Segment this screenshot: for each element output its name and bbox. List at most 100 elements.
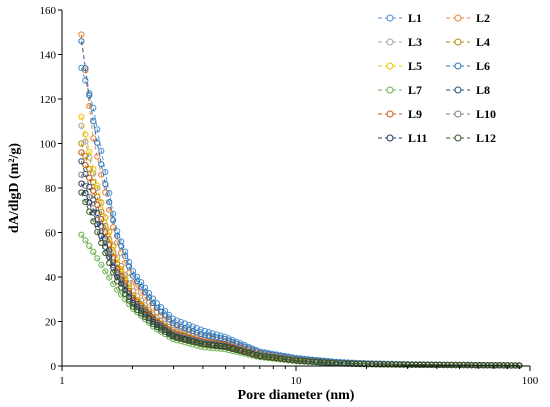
series-marker-L12 [245, 350, 252, 357]
series-marker-L12 [476, 362, 483, 369]
y-tick-label: 160 [40, 5, 57, 17]
series-marker-L10 [102, 239, 109, 246]
series-marker-L1 [94, 126, 101, 133]
series-marker-L2 [138, 289, 145, 296]
series-marker-L12 [420, 361, 427, 368]
series-marker-L7 [94, 255, 101, 262]
series-marker-L12 [297, 357, 304, 364]
series-marker-L1 [165, 311, 173, 318]
series-marker-L12 [440, 361, 447, 369]
series-marker-L12 [408, 361, 415, 368]
series-marker-L12 [90, 218, 97, 225]
series-marker-L12 [130, 303, 137, 310]
series-marker-L12 [82, 198, 89, 206]
series-marker-L12 [392, 361, 399, 368]
series-marker-L12 [106, 259, 113, 266]
series-marker-L12 [488, 362, 495, 369]
series-line-L3 [80, 125, 520, 366]
series-marker-L12 [126, 297, 133, 304]
series-marker-L12 [273, 355, 280, 362]
series-marker-L1 [118, 238, 125, 245]
series-line-L5 [80, 116, 520, 367]
series-marker-L7 [118, 291, 125, 298]
series-marker-L12 [372, 361, 380, 368]
series-marker-L12 [309, 358, 316, 365]
series-marker-L12 [325, 359, 332, 366]
series-marker-L4 [114, 260, 121, 268]
series-marker-L12 [225, 344, 232, 351]
series-marker-L6 [165, 316, 173, 323]
series-marker-L6 [130, 272, 137, 279]
series-marker-L12 [416, 361, 423, 368]
series-marker-L6 [122, 253, 129, 260]
series-marker-L12 [173, 334, 180, 341]
series-marker-L12 [293, 357, 300, 364]
series-marker-L6 [149, 300, 157, 307]
series-marker-L2 [90, 135, 97, 142]
series-marker-L6 [205, 332, 212, 340]
y-tick-label: 120 [40, 94, 57, 106]
ticks: 0 20 40 60 80 100 120 140 160 1 10 100 [40, 5, 539, 387]
series-marker-L6 [86, 92, 93, 99]
series-marker-L1 [134, 273, 141, 280]
x-tick-label: 100 [522, 375, 539, 387]
series-marker-L11 [86, 199, 93, 206]
series-marker-L12 [110, 269, 117, 276]
series-marker-L12 [412, 361, 419, 368]
series-marker-L12 [149, 321, 157, 328]
series-marker-L12 [484, 362, 491, 369]
series-marker-L1 [189, 323, 196, 330]
legend-swatch-marker [386, 134, 394, 142]
series-marker-L12 [277, 355, 284, 362]
series-marker-L11 [94, 221, 101, 228]
series-marker-L12 [424, 361, 431, 368]
series-marker-L12 [102, 250, 109, 257]
series-marker-L1 [98, 147, 105, 154]
series-line-L11 [80, 183, 520, 367]
series-marker-L12 [436, 361, 443, 368]
legend-item-L7: L7 [378, 83, 422, 97]
series-marker-L6 [217, 335, 224, 342]
series-marker-L6 [126, 263, 133, 270]
series-marker-L6 [181, 324, 188, 332]
series-marker-L2 [78, 31, 85, 38]
series-marker-L1 [106, 189, 113, 197]
legend-swatch-marker [386, 86, 394, 94]
legend-swatch-marker [386, 14, 394, 22]
series-marker-L11 [82, 190, 89, 197]
series-marker-L4 [98, 208, 105, 215]
series-marker-L5 [78, 113, 85, 120]
series-marker-L2 [118, 249, 125, 256]
series-L5 [78, 113, 523, 369]
series-marker-L1 [82, 77, 89, 84]
series-marker-L2 [157, 312, 165, 319]
y-tick-label: 20 [45, 317, 57, 329]
series-marker-L2 [82, 67, 89, 74]
series-marker-L9 [142, 306, 149, 314]
legend-label: L5 [408, 59, 422, 73]
series-marker-L11 [98, 232, 105, 239]
series-marker-L12 [257, 353, 264, 360]
series-marker-L12 [301, 358, 308, 365]
series-marker-L6 [90, 118, 97, 125]
series-marker-L9 [86, 174, 93, 181]
series-marker-L5 [126, 284, 133, 291]
series-marker-L12 [118, 284, 125, 291]
series-marker-L12 [281, 356, 288, 363]
series-marker-L12 [289, 357, 296, 364]
series-L10 [78, 171, 523, 369]
series-marker-L6 [173, 321, 180, 329]
series-marker-L6 [138, 283, 145, 290]
legend-item-L5: L5 [378, 59, 422, 73]
series-marker-L6 [102, 180, 109, 188]
series-marker-L12 [253, 352, 260, 359]
series-marker-L12 [396, 361, 403, 368]
series-marker-L6 [209, 333, 216, 340]
legend-item-L10: L10 [446, 107, 496, 121]
legend-swatch-marker [454, 86, 462, 94]
series-marker-L1 [86, 90, 93, 97]
series-marker-L12 [261, 353, 268, 360]
legend-label: L9 [408, 107, 422, 121]
series-marker-L11 [114, 273, 121, 280]
